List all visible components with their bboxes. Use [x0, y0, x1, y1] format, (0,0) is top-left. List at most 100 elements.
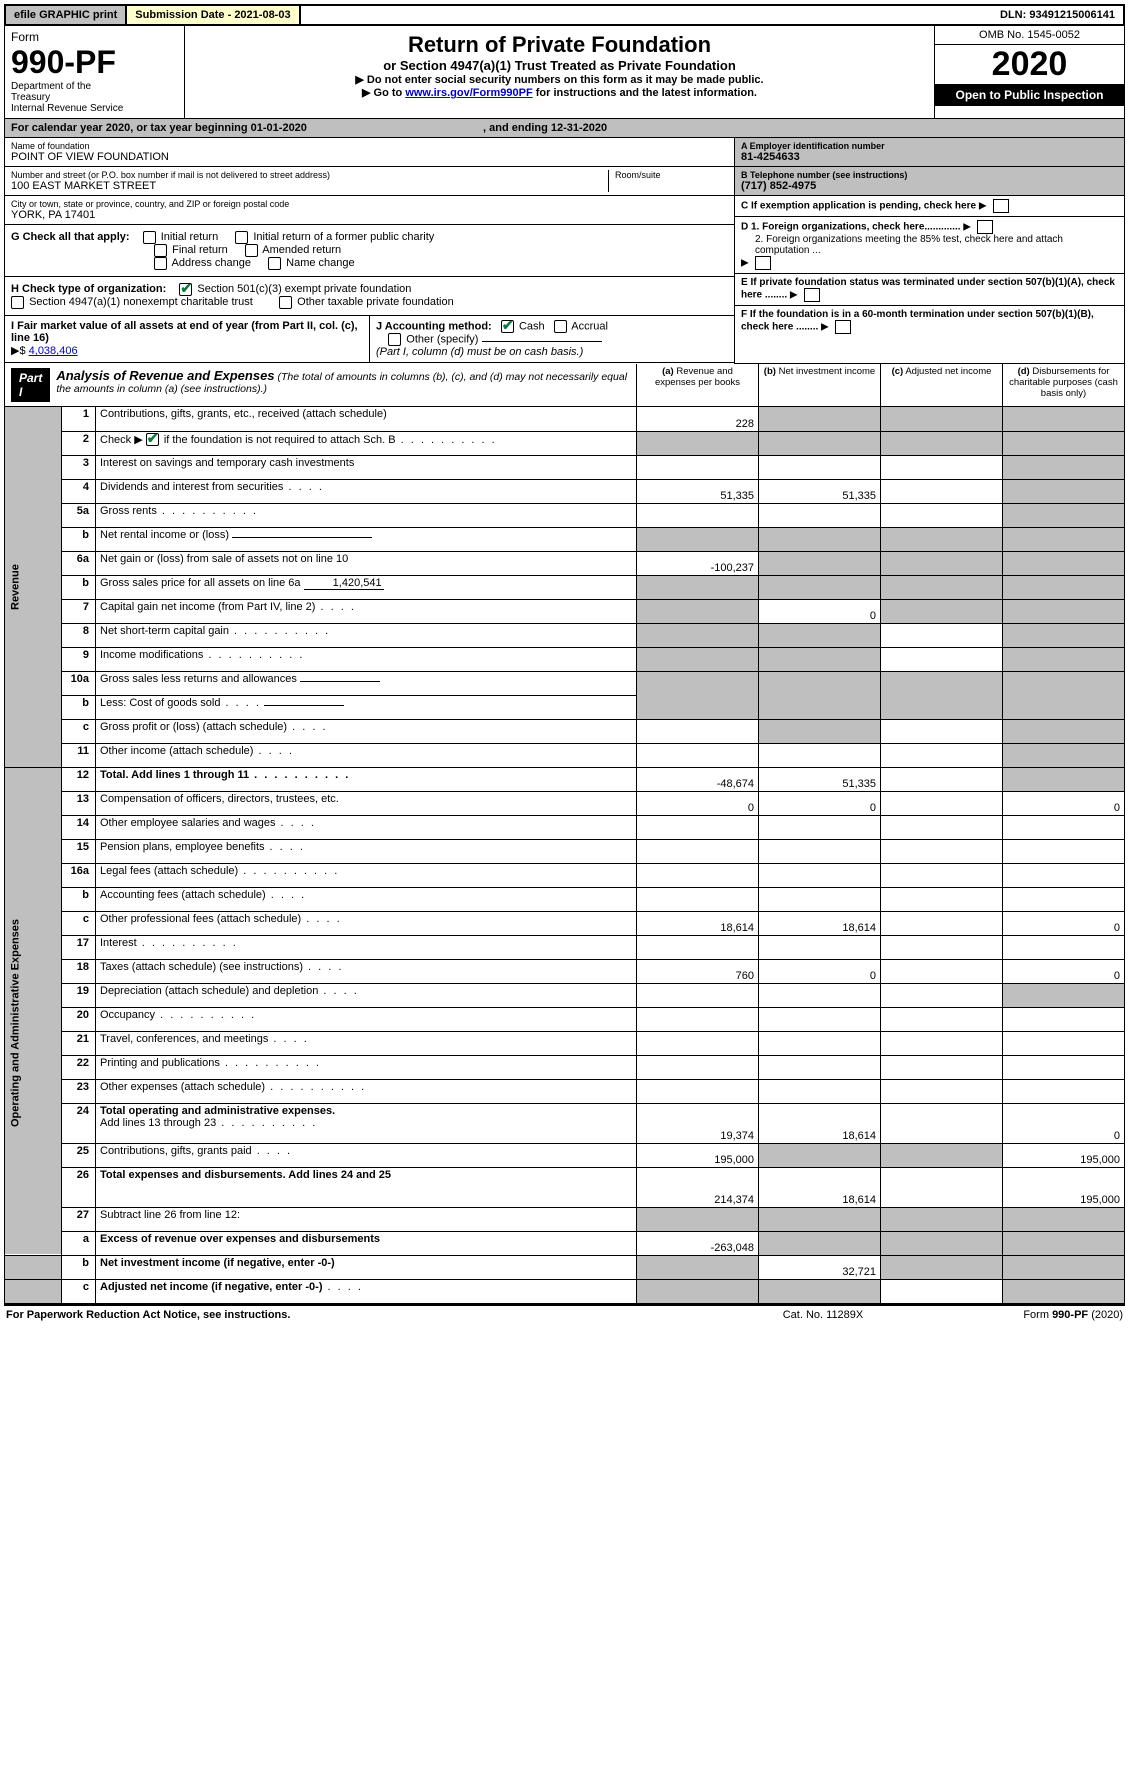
table-row: 19Depreciation (attach schedule) and dep…: [5, 983, 1125, 1007]
table-row: 27Subtract line 26 from line 12:: [5, 1207, 1125, 1231]
fmv-amount: 4,038,406: [29, 345, 78, 357]
table-row: 3 Interest on savings and temporary cash…: [5, 455, 1125, 479]
table-row: c Gross profit or (loss) (attach schedul…: [5, 719, 1125, 743]
table-row: 7 Capital gain net income (from Part IV,…: [5, 599, 1125, 623]
checkbox-4947[interactable]: [11, 296, 24, 309]
table-row: 16aLegal fees (attach schedule): [5, 863, 1125, 887]
checkbox-initial-former[interactable]: [235, 231, 248, 244]
table-row: b Net rental income or (loss): [5, 527, 1125, 551]
checkbox-other-method[interactable]: [388, 333, 401, 346]
footer-left: For Paperwork Reduction Act Notice, see …: [6, 1309, 723, 1321]
table-row: 17Interest: [5, 935, 1125, 959]
table-row: 11 Other income (attach schedule): [5, 743, 1125, 767]
calendar-year-row: For calendar year 2020, or tax year begi…: [4, 119, 1125, 138]
revenue-side-label: Revenue: [5, 407, 62, 767]
table-row: Operating and Administrative Expenses 13…: [5, 791, 1125, 815]
table-row: cOther professional fees (attach schedul…: [5, 911, 1125, 935]
table-row: 25Contributions, gifts, grants paid195,0…: [5, 1143, 1125, 1167]
part1-header-row: Part I Analysis of Revenue and Expenses …: [4, 364, 1125, 407]
part1-table: Revenue 1 Contributions, gifts, grants, …: [4, 407, 1125, 1304]
footer-center: Cat. No. 11289X: [723, 1309, 923, 1321]
table-row: 24Total operating and administrative exp…: [5, 1103, 1125, 1143]
header-right: OMB No. 1545-0052 2020 Open to Public In…: [934, 26, 1124, 118]
page-footer: For Paperwork Reduction Act Notice, see …: [4, 1304, 1125, 1324]
info-section: Name of foundation POINT OF VIEW FOUNDAT…: [4, 138, 1125, 364]
table-row: 12 Total. Add lines 1 through 11 -48,674…: [5, 767, 1125, 791]
d-cell: D 1. Foreign organizations, check here..…: [735, 217, 1124, 274]
checkbox-accrual[interactable]: [554, 320, 567, 333]
opex-side-label: Operating and Administrative Expenses: [5, 791, 62, 1255]
g-check-row: G Check all that apply: Initial return I…: [5, 225, 734, 277]
form-subtitle: or Section 4947(a)(1) Trust Treated as P…: [191, 58, 928, 73]
table-row: 2 Check ▶ if the foundation is not requi…: [5, 431, 1125, 455]
efile-label: efile GRAPHIC print: [6, 6, 127, 24]
part1-badge: Part I: [11, 368, 50, 402]
table-row: bNet investment income (if negative, ent…: [5, 1255, 1125, 1279]
table-row: 6a Net gain or (loss) from sale of asset…: [5, 551, 1125, 575]
table-row: 10a Gross sales less returns and allowan…: [5, 671, 1125, 695]
form-title: Return of Private Foundation: [191, 32, 928, 58]
phone-cell: B Telephone number (see instructions) (7…: [735, 167, 1124, 196]
foundation-name-cell: Name of foundation POINT OF VIEW FOUNDAT…: [5, 138, 734, 167]
table-row: 21Travel, conferences, and meetings: [5, 1031, 1125, 1055]
col-b-head: (b) Net investment income: [758, 364, 880, 406]
table-row: 14Other employee salaries and wages: [5, 815, 1125, 839]
dept-label: Department of theTreasuryInternal Revenu…: [11, 81, 178, 114]
col-a-head: (a) Revenue and expenses per books: [636, 364, 758, 406]
top-bar: efile GRAPHIC print Submission Date - 20…: [4, 4, 1125, 26]
i-label: I Fair market value of all assets at end…: [11, 320, 358, 344]
form-number: 990-PF: [11, 44, 178, 81]
checkbox-f[interactable]: [835, 320, 851, 334]
col-c-head: (c) Adjusted net income: [880, 364, 1002, 406]
footer-right: Form 990-PF (2020): [923, 1309, 1123, 1321]
table-row: 5a Gross rents: [5, 503, 1125, 527]
checkbox-amended[interactable]: [245, 244, 258, 257]
omb-number: OMB No. 1545-0052: [935, 26, 1124, 45]
form-label: Form: [11, 30, 178, 44]
checkbox-name-change[interactable]: [268, 257, 281, 270]
checkbox-c[interactable]: [993, 199, 1009, 213]
checkbox-other-taxable[interactable]: [279, 296, 292, 309]
table-row: 15Pension plans, employee benefits: [5, 839, 1125, 863]
col-d-head: (d) Disbursements for charitable purpose…: [1002, 364, 1124, 406]
irs-link[interactable]: www.irs.gov/Form990PF: [405, 87, 532, 99]
dln-label: DLN: 93491215006141: [992, 6, 1123, 24]
open-public: Open to Public Inspection: [935, 84, 1124, 106]
info-left: Name of foundation POINT OF VIEW FOUNDAT…: [5, 138, 734, 364]
header-note-2: ▶ Go to www.irs.gov/Form990PF for instru…: [191, 86, 928, 99]
checkbox-501c3[interactable]: [179, 283, 192, 296]
table-row: bAccounting fees (attach schedule): [5, 887, 1125, 911]
checkbox-sch-b[interactable]: [146, 433, 159, 446]
checkbox-d2[interactable]: [755, 256, 771, 270]
header-center: Return of Private Foundation or Section …: [185, 26, 934, 118]
ij-row: I Fair market value of all assets at end…: [5, 316, 734, 363]
checkbox-initial-return[interactable]: [143, 231, 156, 244]
e-cell: E If private foundation status was termi…: [735, 274, 1124, 306]
table-row: 8 Net short-term capital gain: [5, 623, 1125, 647]
address-cell: Number and street (or P.O. box number if…: [5, 167, 734, 196]
table-row: Revenue 1 Contributions, gifts, grants, …: [5, 407, 1125, 431]
c-cell: C If exemption application is pending, c…: [735, 196, 1124, 217]
part1-desc-head: Part I Analysis of Revenue and Expenses …: [5, 364, 636, 406]
table-row: 20Occupancy: [5, 1007, 1125, 1031]
checkbox-final-return[interactable]: [154, 244, 167, 257]
header-note-1: ▶ Do not enter social security numbers o…: [191, 73, 928, 86]
table-row: 9 Income modifications: [5, 647, 1125, 671]
checkbox-cash[interactable]: [501, 320, 514, 333]
table-row: 22Printing and publications: [5, 1055, 1125, 1079]
tax-year: 2020: [935, 45, 1124, 84]
table-row: aExcess of revenue over expenses and dis…: [5, 1231, 1125, 1255]
h-check-row: H Check type of organization: Section 50…: [5, 277, 734, 316]
checkbox-address-change[interactable]: [154, 257, 167, 270]
info-right: A Employer identification number 81-4254…: [734, 138, 1124, 364]
checkbox-e[interactable]: [804, 288, 820, 302]
table-row: cAdjusted net income (if negative, enter…: [5, 1279, 1125, 1303]
table-row: 23Other expenses (attach schedule): [5, 1079, 1125, 1103]
table-row: 4 Dividends and interest from securities…: [5, 479, 1125, 503]
checkbox-d1[interactable]: [977, 220, 993, 234]
table-row: b Gross sales price for all assets on li…: [5, 575, 1125, 599]
table-row: 18Taxes (attach schedule) (see instructi…: [5, 959, 1125, 983]
submission-date: Submission Date - 2021-08-03: [127, 6, 300, 24]
form-header: Form 990-PF Department of theTreasuryInt…: [4, 26, 1125, 119]
header-left: Form 990-PF Department of theTreasuryInt…: [5, 26, 185, 118]
